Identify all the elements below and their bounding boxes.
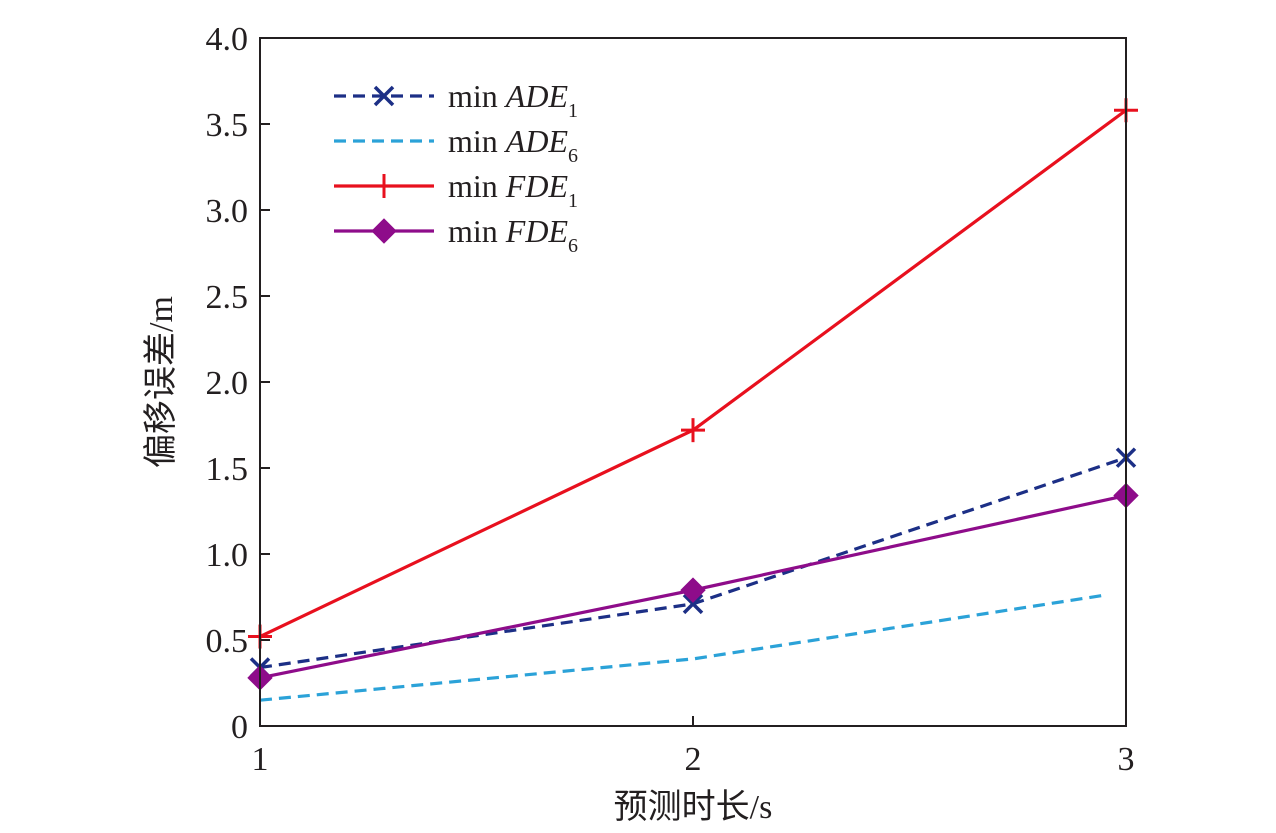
point-min-fde1 bbox=[681, 418, 705, 443]
legend-item-min-ade6: min ADE6 bbox=[334, 123, 578, 167]
point-min-fde6 bbox=[680, 577, 706, 603]
series-line-min-fde1 bbox=[259, 108, 1127, 639]
y-tick-label: 0 bbox=[231, 709, 248, 746]
point-min-ade1 bbox=[682, 593, 704, 615]
y-axis-title: 偏移误差/m bbox=[142, 296, 180, 468]
y-axis: 0 0.5 1.0 1.5 2.0 2.5 3.0 3.5 4.0 bbox=[206, 21, 270, 746]
y-tick-label: 1.0 bbox=[206, 537, 249, 574]
y-tick-label: 2.5 bbox=[206, 279, 249, 316]
x-axis-title: 预测时长/s bbox=[614, 789, 773, 826]
legend-label: min ADE1 bbox=[448, 78, 578, 122]
legend-label: min ADE6 bbox=[448, 123, 578, 167]
y-tick-label: 1.5 bbox=[206, 451, 249, 488]
legend-label: min FDE1 bbox=[448, 168, 578, 212]
series-min-ade6 bbox=[259, 593, 1105, 702]
series-min-fde6 bbox=[247, 482, 1139, 691]
series-line-min-ade6 bbox=[259, 593, 1105, 702]
legend-label: min FDE6 bbox=[448, 213, 578, 257]
series-min-ade1 bbox=[249, 447, 1137, 678]
y-tick-label: 3.0 bbox=[206, 193, 249, 230]
x-axis: 1 2 3 bbox=[252, 716, 1135, 778]
y-tick-label: 0.5 bbox=[206, 623, 249, 660]
legend-item-min-fde6: min FDE6 bbox=[334, 213, 578, 257]
x-tick-label: 1 bbox=[252, 741, 269, 778]
plot-frame bbox=[259, 37, 1127, 727]
legend-marker bbox=[371, 218, 397, 244]
legend-item-min-fde1: min FDE1 bbox=[334, 168, 578, 212]
series-line-min-ade1 bbox=[259, 456, 1127, 670]
y-tick-label: 3.5 bbox=[206, 107, 249, 144]
series-min-fde1 bbox=[248, 98, 1138, 649]
x-tick-label: 3 bbox=[1118, 741, 1135, 778]
legend-item-min-ade1: min ADE1 bbox=[334, 78, 578, 122]
y-tick-label: 4.0 bbox=[206, 21, 249, 58]
y-tick-label: 2.0 bbox=[206, 365, 249, 402]
x-tick-label: 2 bbox=[685, 741, 702, 778]
legend-marker bbox=[372, 174, 396, 198]
legend-marker bbox=[373, 85, 395, 107]
plot-marks bbox=[247, 98, 1139, 702]
